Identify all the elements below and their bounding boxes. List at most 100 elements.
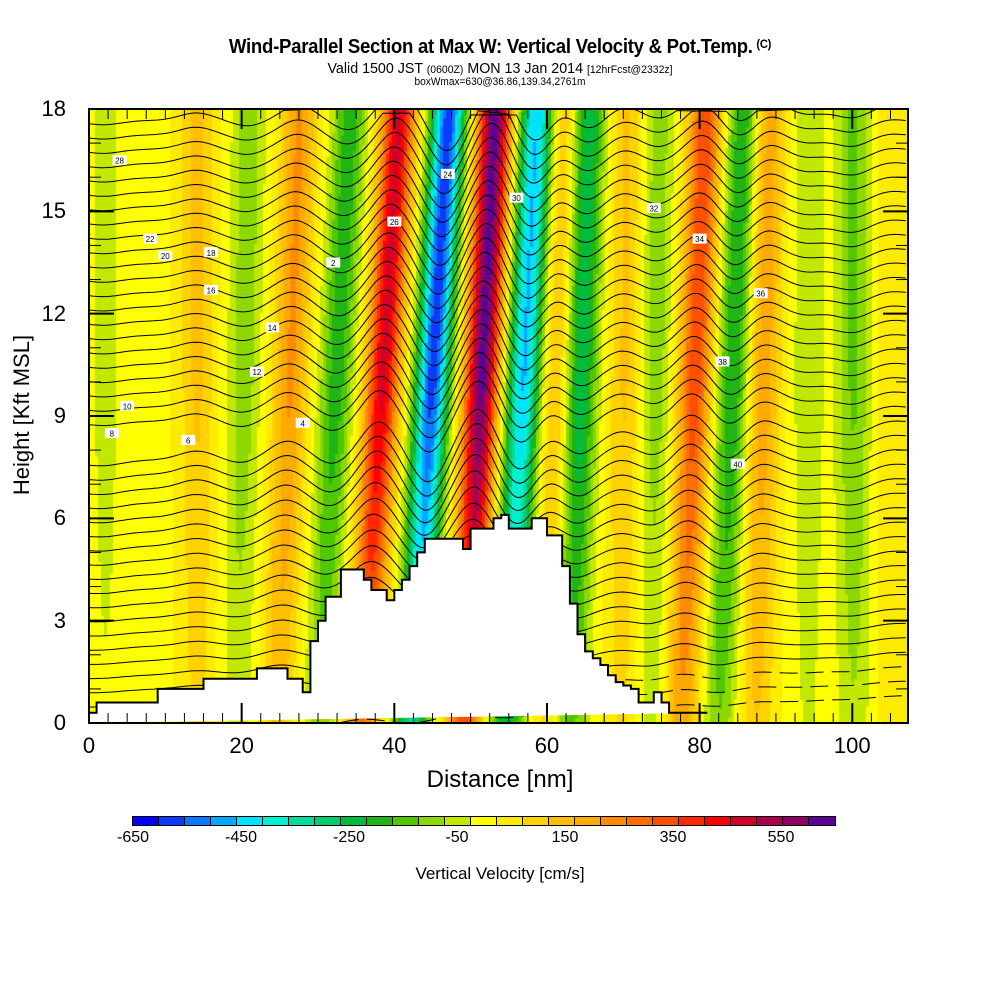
contour-line bbox=[89, 222, 906, 295]
contour-line bbox=[89, 194, 906, 267]
colorbar-segment bbox=[393, 817, 419, 825]
contour-line bbox=[89, 323, 906, 396]
colorbar-tick-label: 350 bbox=[659, 829, 687, 846]
contour-label-text: 8 bbox=[110, 430, 115, 439]
contour-label: 28 bbox=[112, 155, 127, 166]
contour-line bbox=[89, 280, 906, 353]
colorbar-segment bbox=[289, 817, 315, 825]
terrain bbox=[88, 513, 708, 723]
contour-label: 8 bbox=[104, 428, 119, 439]
contour-label-text: 4 bbox=[300, 419, 305, 428]
contour-line bbox=[89, 408, 906, 483]
contour-label: 26 bbox=[387, 216, 402, 227]
contour-label: 22 bbox=[143, 233, 158, 244]
contour-label: 36 bbox=[753, 288, 768, 299]
contour-label-text: 10 bbox=[123, 402, 132, 411]
contour-line bbox=[89, 122, 906, 195]
contour-line bbox=[89, 266, 906, 338]
contour-line bbox=[89, 109, 906, 166]
x-tick-label: 100 bbox=[833, 733, 871, 758]
colorbar-segment bbox=[523, 817, 549, 825]
contour-label: 18 bbox=[204, 247, 219, 258]
contour-label: 20 bbox=[158, 250, 173, 261]
colorbar-segment bbox=[237, 817, 263, 825]
contour-label-text: 12 bbox=[252, 368, 261, 377]
x-tick-label: 80 bbox=[687, 733, 712, 758]
contour-label-text: 32 bbox=[649, 204, 658, 213]
contour-label: 32 bbox=[646, 202, 661, 213]
colorbar-segment bbox=[471, 817, 497, 825]
contour-line bbox=[89, 109, 876, 152]
y-tick-label: 3 bbox=[53, 607, 66, 633]
contour-label-text: 26 bbox=[390, 218, 399, 227]
contour-line bbox=[89, 136, 906, 209]
contour-label-text: 20 bbox=[161, 252, 170, 261]
colorbar-tick-label: -650 bbox=[116, 829, 150, 846]
contour-line bbox=[89, 380, 906, 453]
x-tick-label: 0 bbox=[82, 733, 96, 758]
colorbar-segment bbox=[263, 817, 289, 825]
colorbar-segment bbox=[601, 817, 627, 825]
contour-line bbox=[89, 453, 906, 524]
contour-label-text: 28 bbox=[115, 157, 124, 166]
contour-label-text: 16 bbox=[207, 286, 216, 295]
title-text: Wind-Parallel Section at Max W: Vertical… bbox=[228, 36, 753, 58]
colorbar-tick-label: -50 bbox=[445, 829, 469, 846]
colorbar-tick-label: 550 bbox=[767, 829, 795, 846]
contour-label-text: 24 bbox=[443, 170, 452, 179]
colorbar-segment bbox=[783, 817, 809, 825]
x-axis-label: Distance [nm] bbox=[426, 766, 574, 793]
colorbar-segment bbox=[211, 817, 237, 825]
colorbar-segment bbox=[549, 817, 575, 825]
colorbar-tick-label: -250 bbox=[332, 829, 366, 846]
contour-line bbox=[89, 237, 906, 310]
y-tick-label: 0 bbox=[53, 710, 66, 735]
contour-label: 16 bbox=[204, 284, 219, 295]
valid-date: MON 13 Jan 2014 bbox=[467, 60, 584, 77]
contour-labels: 28 22 20 18 16 14 12 10 8 6 4 2 26 24 30 32 34 36 38 40 bbox=[104, 155, 768, 469]
contour-line bbox=[89, 208, 906, 281]
colorbar-segment bbox=[705, 817, 731, 825]
contour-line bbox=[89, 351, 906, 424]
contour-label-text: 34 bbox=[695, 235, 704, 244]
colorbar-segment bbox=[731, 817, 757, 825]
contour-line bbox=[89, 251, 906, 324]
contour-line bbox=[89, 423, 906, 497]
contour-label: 30 bbox=[509, 192, 524, 203]
x-tick-label: 60 bbox=[534, 733, 560, 758]
contour-line bbox=[89, 486, 906, 549]
contour-label-text: 40 bbox=[733, 460, 742, 469]
y-tick-label: 6 bbox=[53, 505, 66, 531]
contour-label-text: 38 bbox=[718, 358, 727, 367]
colorbar-segment bbox=[367, 817, 393, 825]
contour-label-text: 36 bbox=[756, 290, 765, 299]
contour-label: 10 bbox=[120, 400, 135, 411]
y-tick-label: 18 bbox=[41, 96, 66, 121]
contour-line bbox=[89, 337, 906, 410]
y-tick-label: 15 bbox=[41, 198, 66, 224]
contour-line bbox=[89, 151, 906, 223]
contour-label: 4 bbox=[295, 417, 310, 428]
contour-label-text: 14 bbox=[268, 324, 277, 333]
colorbar-title: Vertical Velocity [cm/s] bbox=[415, 864, 585, 883]
colorbar bbox=[132, 816, 836, 826]
contour-line bbox=[89, 470, 906, 536]
colorbar-segment bbox=[159, 817, 185, 825]
colorbar-segment bbox=[341, 817, 367, 825]
y-axis-label: Height [Kft MSL] bbox=[9, 334, 34, 496]
chart-subtitle: Valid 1500 JST (0600Z) MON 13 Jan 2014 [… bbox=[25, 60, 975, 77]
copyright-mark: (C) bbox=[756, 37, 772, 51]
colorbar-segment bbox=[809, 817, 835, 825]
colorbar-segment bbox=[419, 817, 445, 825]
colorbar-segment bbox=[445, 817, 471, 825]
colorbar-segment bbox=[653, 817, 679, 825]
contour-label: 12 bbox=[249, 366, 264, 377]
valid-time: Valid 1500 JST bbox=[327, 60, 423, 77]
contour-label: 34 bbox=[692, 233, 707, 244]
contour-label: 40 bbox=[730, 458, 745, 469]
contour-line bbox=[89, 165, 906, 238]
colorbar-segment bbox=[497, 817, 523, 825]
contour-line bbox=[89, 437, 906, 511]
